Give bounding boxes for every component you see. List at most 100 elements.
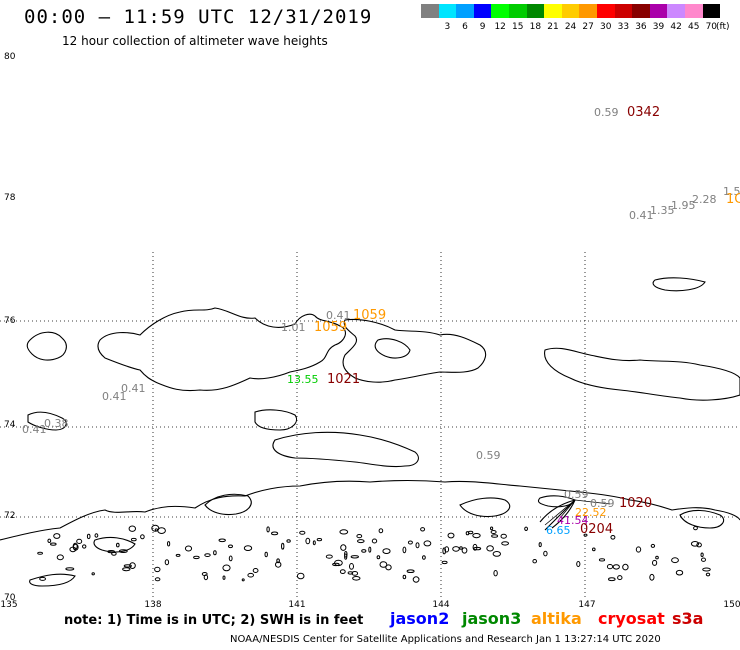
- lake: [524, 526, 528, 531]
- lake: [204, 553, 211, 557]
- legend-swatch: [649, 4, 668, 18]
- wave-value: 1.95: [671, 199, 696, 212]
- wave-value: 0.41: [22, 423, 47, 436]
- legend-swatch: [596, 4, 615, 18]
- lake: [91, 572, 95, 576]
- legend-label: 45: [687, 22, 700, 32]
- lake: [357, 539, 365, 544]
- wave-value: 2.28: [692, 193, 717, 206]
- lake: [606, 564, 614, 570]
- legend-item: 3: [438, 4, 457, 32]
- lake: [344, 553, 348, 560]
- lat-label-70: 70: [4, 593, 16, 603]
- lake: [407, 540, 413, 545]
- legend-swatch: [491, 4, 509, 18]
- legend-label: 15: [512, 22, 524, 32]
- satellite-cryosat: cryosat: [598, 609, 665, 628]
- legend-item: 27: [579, 4, 597, 32]
- lake: [151, 524, 160, 532]
- lake: [339, 569, 346, 574]
- lake: [347, 571, 354, 575]
- lake: [122, 567, 131, 572]
- lake: [349, 563, 354, 570]
- lake: [316, 538, 323, 542]
- legend-swatch: [544, 4, 562, 18]
- lake: [352, 576, 361, 581]
- map-title: 00:00 – 11:59 UTC 12/31/2019: [24, 6, 373, 28]
- lake: [378, 528, 384, 534]
- lake: [275, 561, 282, 568]
- lake: [86, 533, 91, 540]
- lake: [385, 564, 392, 571]
- legend-swatch: [473, 4, 492, 18]
- wave-value: 1.5: [723, 185, 740, 198]
- lake: [82, 544, 87, 549]
- lake: [281, 542, 285, 550]
- lake: [361, 549, 367, 553]
- lake: [312, 540, 316, 546]
- lake: [247, 572, 254, 578]
- coastline: [0, 277, 740, 587]
- lake: [340, 544, 347, 551]
- legend-item: 18: [526, 4, 545, 32]
- wave-value: 1021: [327, 372, 361, 387]
- lake: [382, 548, 391, 554]
- lake: [140, 534, 145, 540]
- lat-label-78: 78: [4, 193, 16, 203]
- lake: [700, 552, 704, 558]
- wave-value: 1059: [314, 320, 348, 335]
- lake: [241, 578, 245, 582]
- wave-value: 0.59: [564, 488, 589, 501]
- satellite-tracks: [544, 499, 611, 526]
- lake: [325, 554, 333, 559]
- legend-label: 21: [547, 22, 559, 32]
- lon-label-138: 138: [144, 600, 162, 610]
- satellite-altika: altika: [531, 609, 582, 628]
- color-legend: 3 6 9 12 15 18 21 24 27 30 33 36 39 42 45 70: [421, 4, 721, 32]
- lake: [228, 555, 233, 562]
- legend-label: 9: [479, 22, 486, 32]
- legend-item: 45: [684, 4, 703, 32]
- lake: [339, 529, 349, 535]
- lake: [296, 572, 305, 580]
- legend-label: 42: [670, 22, 682, 32]
- credit-line: NOAA/NESDIS Center for Satellite Applica…: [230, 634, 661, 645]
- lake: [299, 530, 306, 535]
- lake: [412, 576, 420, 583]
- legend-swatch: [526, 4, 545, 18]
- legend-item: 70: [702, 4, 721, 32]
- legend-item: 15: [508, 4, 527, 32]
- lake: [652, 559, 658, 566]
- lake: [486, 545, 494, 552]
- lake: [252, 568, 259, 573]
- lake: [612, 564, 620, 570]
- lake: [583, 533, 588, 537]
- wave-value: 0.38: [44, 417, 69, 430]
- legend-item: 9: [473, 4, 492, 32]
- wave-value: 1C: [726, 192, 740, 207]
- legend-swatch: [579, 4, 597, 18]
- lake: [690, 541, 700, 547]
- lake: [184, 545, 193, 552]
- lake: [538, 542, 542, 548]
- legend-swatch: [667, 4, 685, 18]
- lake: [368, 546, 372, 553]
- lake: [608, 577, 616, 582]
- lake: [72, 542, 78, 550]
- wave-value: 0.59: [590, 497, 615, 510]
- lake: [650, 543, 656, 548]
- lake: [154, 577, 161, 582]
- wave-value: 0.41: [629, 209, 654, 222]
- lake: [701, 557, 706, 562]
- lake: [675, 569, 684, 576]
- legend-item: 36: [632, 4, 650, 32]
- lat-lon-grid: [0, 252, 740, 600]
- lake: [271, 531, 279, 536]
- lake: [193, 555, 200, 560]
- lake: [332, 562, 340, 567]
- legend-label: 70: [705, 22, 718, 32]
- lake: [491, 534, 499, 538]
- legend-item: 12: [491, 4, 509, 32]
- lake: [406, 569, 415, 574]
- wave-value: 0204: [580, 522, 614, 537]
